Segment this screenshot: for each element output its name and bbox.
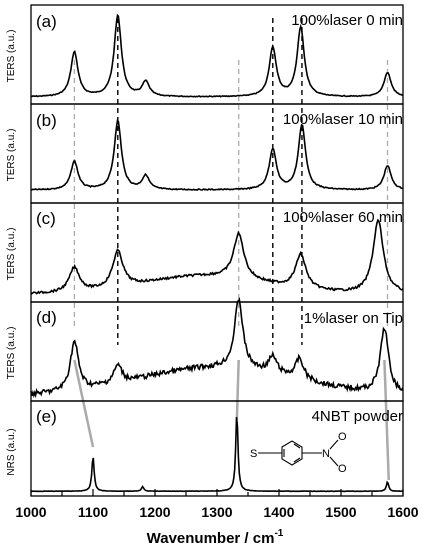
panel-label-c: (c) <box>36 209 56 228</box>
no-bond-top <box>329 439 339 450</box>
molecule-atom-n: N <box>322 448 330 460</box>
xtick-1400: 1400 <box>263 504 294 520</box>
benzene-ring <box>281 440 303 466</box>
xtick-1300: 1300 <box>201 504 232 520</box>
x-axis-label-sup: -1 <box>274 528 283 539</box>
xtick-1500: 1500 <box>325 504 356 520</box>
ylabel-e: NRS (a.u.) <box>6 428 17 475</box>
spectrum-trace <box>30 417 404 493</box>
x-ticks <box>30 489 404 496</box>
condition-label-a: 100%laser 0 min <box>291 12 403 29</box>
molecule-atom-o-top: O <box>338 431 347 443</box>
ylabel-b: TERS (a.u.) <box>6 129 17 182</box>
x-axis-label-main: Wavenumber / cm <box>147 530 275 547</box>
x-axis-label: Wavenumber / cm-1 <box>147 528 284 547</box>
molecule-structure <box>258 439 339 467</box>
guide-lines <box>73 18 390 481</box>
peak-shift-arrow <box>235 359 240 421</box>
xtick-1200: 1200 <box>139 504 170 520</box>
spectrum-trace <box>30 296 404 399</box>
ylabel-c: TERS (a.u.) <box>6 228 17 281</box>
spectrum-trace <box>30 118 404 191</box>
panel-label-d: (d) <box>36 308 57 327</box>
condition-label-d: 1%laser on Tip <box>304 310 403 327</box>
peak-shift-arrow <box>73 359 95 448</box>
ylabel-d: TERS (a.u.) <box>6 327 17 380</box>
peak-shift-arrow <box>383 359 390 481</box>
panel-label-b: (b) <box>36 111 57 130</box>
condition-label-b: 100%laser 10 min <box>283 111 403 128</box>
xtick-1600: 1600 <box>387 504 418 520</box>
molecule-atom-s: S <box>250 448 257 460</box>
panel-label-a: (a) <box>36 12 57 31</box>
spectrum-trace <box>31 13 404 98</box>
ring-double-bond <box>293 457 301 463</box>
molecule-atom-o-bottom: O <box>338 463 347 475</box>
panel-label-e: (e) <box>36 407 57 426</box>
xtick-1100: 1100 <box>78 504 109 520</box>
condition-label-e: 4NBT powder <box>312 408 403 425</box>
xtick-1000: 1000 <box>15 504 46 520</box>
no-bond-bottom <box>329 456 339 467</box>
ylabel-a: TERS (a.u.) <box>6 30 17 83</box>
ring-double-bond <box>293 443 301 449</box>
condition-label-c: 100%laser 60 min <box>283 209 403 226</box>
spectrum-trace <box>30 218 404 295</box>
